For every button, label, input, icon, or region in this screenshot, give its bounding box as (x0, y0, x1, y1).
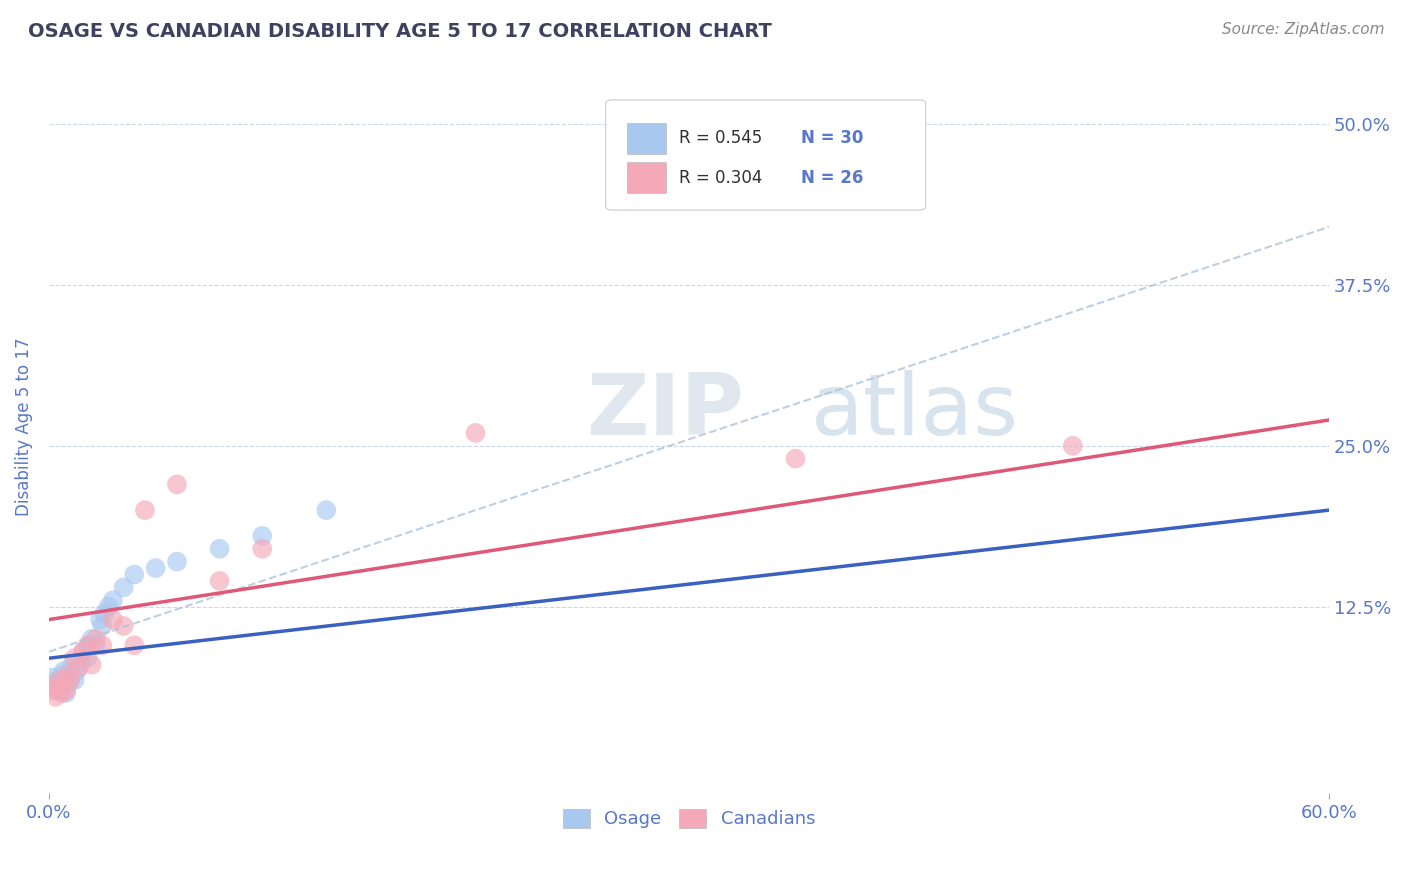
Point (91, 638, 114, 652)
Point (208, 541, 231, 556)
FancyBboxPatch shape (627, 123, 666, 153)
Y-axis label: Disability Age 5 to 17: Disability Age 5 to 17 (15, 337, 32, 516)
Point (46, 673, 69, 687)
Point (44, 690, 66, 704)
Point (55, 686, 77, 700)
Point (101, 593, 124, 607)
Point (70, 655, 93, 669)
Point (72, 645, 94, 659)
Point (42, 671, 65, 685)
Point (63, 673, 86, 687)
Point (145, 561, 167, 575)
Point (48, 673, 70, 687)
Point (42, 683, 65, 698)
Point (46, 681, 69, 695)
Point (166, 477, 188, 491)
Text: OSAGE VS CANADIAN DISABILITY AGE 5 TO 17 CORRELATION CHART: OSAGE VS CANADIAN DISABILITY AGE 5 TO 17… (28, 22, 772, 41)
Text: N = 30: N = 30 (801, 129, 863, 147)
Point (62, 657, 84, 672)
Point (124, 638, 146, 652)
Point (76, 651, 98, 665)
Point (785, 451, 807, 466)
Text: R = 0.304: R = 0.304 (679, 169, 762, 186)
Point (51, 686, 73, 700)
Point (66, 664, 89, 678)
Point (97, 599, 120, 614)
Point (56, 677, 79, 691)
Point (134, 503, 156, 517)
Text: R = 0.545: R = 0.545 (679, 129, 762, 147)
Point (56, 668, 79, 682)
Point (112, 619, 135, 633)
Point (112, 581, 135, 595)
Point (63, 651, 86, 665)
Point (55, 683, 77, 698)
Point (72, 645, 94, 659)
Point (91, 619, 114, 633)
Point (252, 529, 274, 543)
Point (84, 638, 107, 652)
Point (89, 613, 111, 627)
Point (1062, 439, 1084, 453)
Point (166, 555, 188, 569)
FancyBboxPatch shape (627, 162, 666, 194)
Text: ZIP: ZIP (586, 370, 744, 453)
Point (51, 668, 73, 682)
Point (315, 503, 337, 517)
Point (52, 677, 75, 691)
Point (124, 567, 146, 582)
Point (252, 541, 274, 556)
Point (59, 671, 82, 685)
Text: Source: ZipAtlas.com: Source: ZipAtlas.com (1222, 22, 1385, 37)
Point (80, 632, 103, 646)
Point (80, 657, 103, 672)
Point (79, 638, 101, 652)
Point (44, 677, 66, 691)
FancyBboxPatch shape (606, 100, 925, 210)
Text: atlas: atlas (810, 370, 1018, 453)
Point (59, 673, 82, 687)
Point (84, 632, 107, 646)
Point (48, 683, 70, 698)
Point (464, 425, 486, 440)
Point (52, 664, 75, 678)
Point (101, 613, 124, 627)
Point (76, 638, 98, 652)
Point (208, 574, 231, 588)
Legend: Osage, Canadians: Osage, Canadians (555, 802, 823, 836)
Point (67, 660, 90, 674)
Point (93, 606, 115, 620)
Text: N = 26: N = 26 (801, 169, 863, 186)
